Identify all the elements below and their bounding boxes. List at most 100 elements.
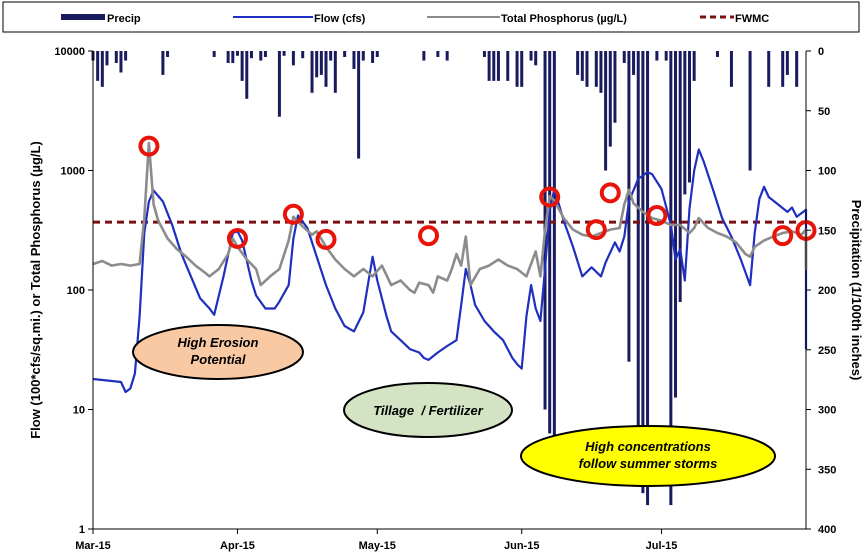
precip-bar [96,51,100,81]
legend-label-flow: Flow (cfs) [314,13,366,25]
y-right-tick-label: 150 [818,225,836,237]
precip-bar [748,51,752,171]
precip-bar [231,51,235,63]
annotation-tillage: Tillage / Fertilizer [343,382,513,438]
precip-bar [310,51,314,93]
precip-bar [161,51,165,75]
tp-series-line [92,141,808,294]
x-tick-label: Apr-15 [220,540,255,552]
precip-bar [333,51,337,93]
y-right-tick-label: 0 [818,46,824,58]
y-left-tick-label: 100 [67,285,85,297]
precip-bar [520,51,524,87]
precip-bar [636,51,640,458]
axis-ticks: 1 10 100 1000 10000 0 50 100 150 200 250 300 350 400 M… [54,46,836,552]
peak-marker [282,203,304,225]
y-left-tick-label: 10000 [54,46,85,58]
precip-bar [548,51,552,434]
precip-bar [767,51,771,87]
precip-bar [487,51,491,81]
x-tick-label: Jun-15 [504,540,539,552]
x-tick-label: May-15 [359,540,396,552]
precip-bar [357,51,361,159]
precip-bar [580,51,584,81]
precip-bar [608,51,612,147]
precip-bar [445,51,449,61]
precip-bar [599,51,603,93]
precip-bar [729,51,733,87]
peak-markers [138,135,817,250]
precip-bar [361,51,365,61]
peak-marker [599,182,621,204]
annotation-high-erosion-bubble [132,324,304,380]
y-right-tick-label: 200 [818,285,836,297]
annotation-summer-storms-line1: High concentrations [585,439,711,454]
precip-bar [352,51,356,69]
annotation-tillage-bubble [343,382,513,438]
x-tick-label: Mar-15 [75,540,110,552]
peak-marker [585,219,607,241]
y-left-tick-label: 1 [79,524,85,536]
peak-marker [646,205,668,227]
precip-bar [259,51,263,61]
precip-bar [482,51,486,57]
precip-bar [576,51,580,75]
precip-bar [249,51,253,59]
precip-bar [492,51,496,81]
precip-bar [301,51,305,59]
precip-bar [585,51,589,87]
precip-bar [114,51,118,63]
precip-bar [781,51,785,87]
precip-bar [371,51,375,63]
annotation-summer-storms: High concentrations follow summer storms [520,425,776,487]
precip-bar [324,51,328,87]
y-axis-right-title: Precipitation (1/100th inches) [849,200,862,381]
precip-bar [282,51,286,56]
legend-label-tp: Total Phosphorus (µg/L) [501,13,627,25]
precip-bar [240,51,244,81]
y-left-tick-label: 1000 [61,166,85,178]
y-right-tick-label: 300 [818,405,836,417]
precip-bar [785,51,789,75]
peak-marker [315,228,337,250]
precip-bar [119,51,123,73]
precip-bar [683,51,687,195]
precip-bar [678,51,682,302]
y-axis-left-title: Flow (100*cfs/sq.mi.) or Total Phosphoru… [28,141,43,439]
peak-marker [138,135,160,157]
precip-bar [594,51,598,87]
y-right-tick-label: 350 [818,464,836,476]
x-tick-label: Jul-15 [646,540,678,552]
precip-bar [315,51,319,78]
precip-bar [422,51,426,61]
precip-bar [641,51,645,494]
precip-bar [263,51,267,57]
precip-bar [669,51,673,506]
precip-bar [534,51,538,66]
y-right-tick-label: 50 [818,106,830,118]
precip-bar [291,51,295,66]
precip-bar [622,51,626,63]
peak-marker [226,227,248,249]
precip-bar [552,51,556,470]
y-right-tick-label: 100 [818,166,836,178]
precip-bar [375,51,379,57]
legend: Precip Flow (cfs) Total Phosphorus (µg/L… [2,1,860,33]
precip-bar [105,51,109,66]
peak-marker [539,186,561,208]
annotation-high-erosion-line2: Potential [191,352,246,367]
annotation-high-erosion: High Erosion Potential [132,324,304,380]
precip-bar [277,51,281,117]
precip-bar [436,51,440,57]
precip-bar [655,51,659,61]
y-left-tick-label: 10 [73,405,85,417]
precip-bar [604,51,608,171]
precip-bar [664,51,668,61]
precip-bar [124,51,128,61]
precip-bar [212,51,216,57]
precip-bar [529,51,533,61]
precip-bar [496,51,500,81]
precip-bar [687,51,691,183]
precip-bar [613,51,617,123]
